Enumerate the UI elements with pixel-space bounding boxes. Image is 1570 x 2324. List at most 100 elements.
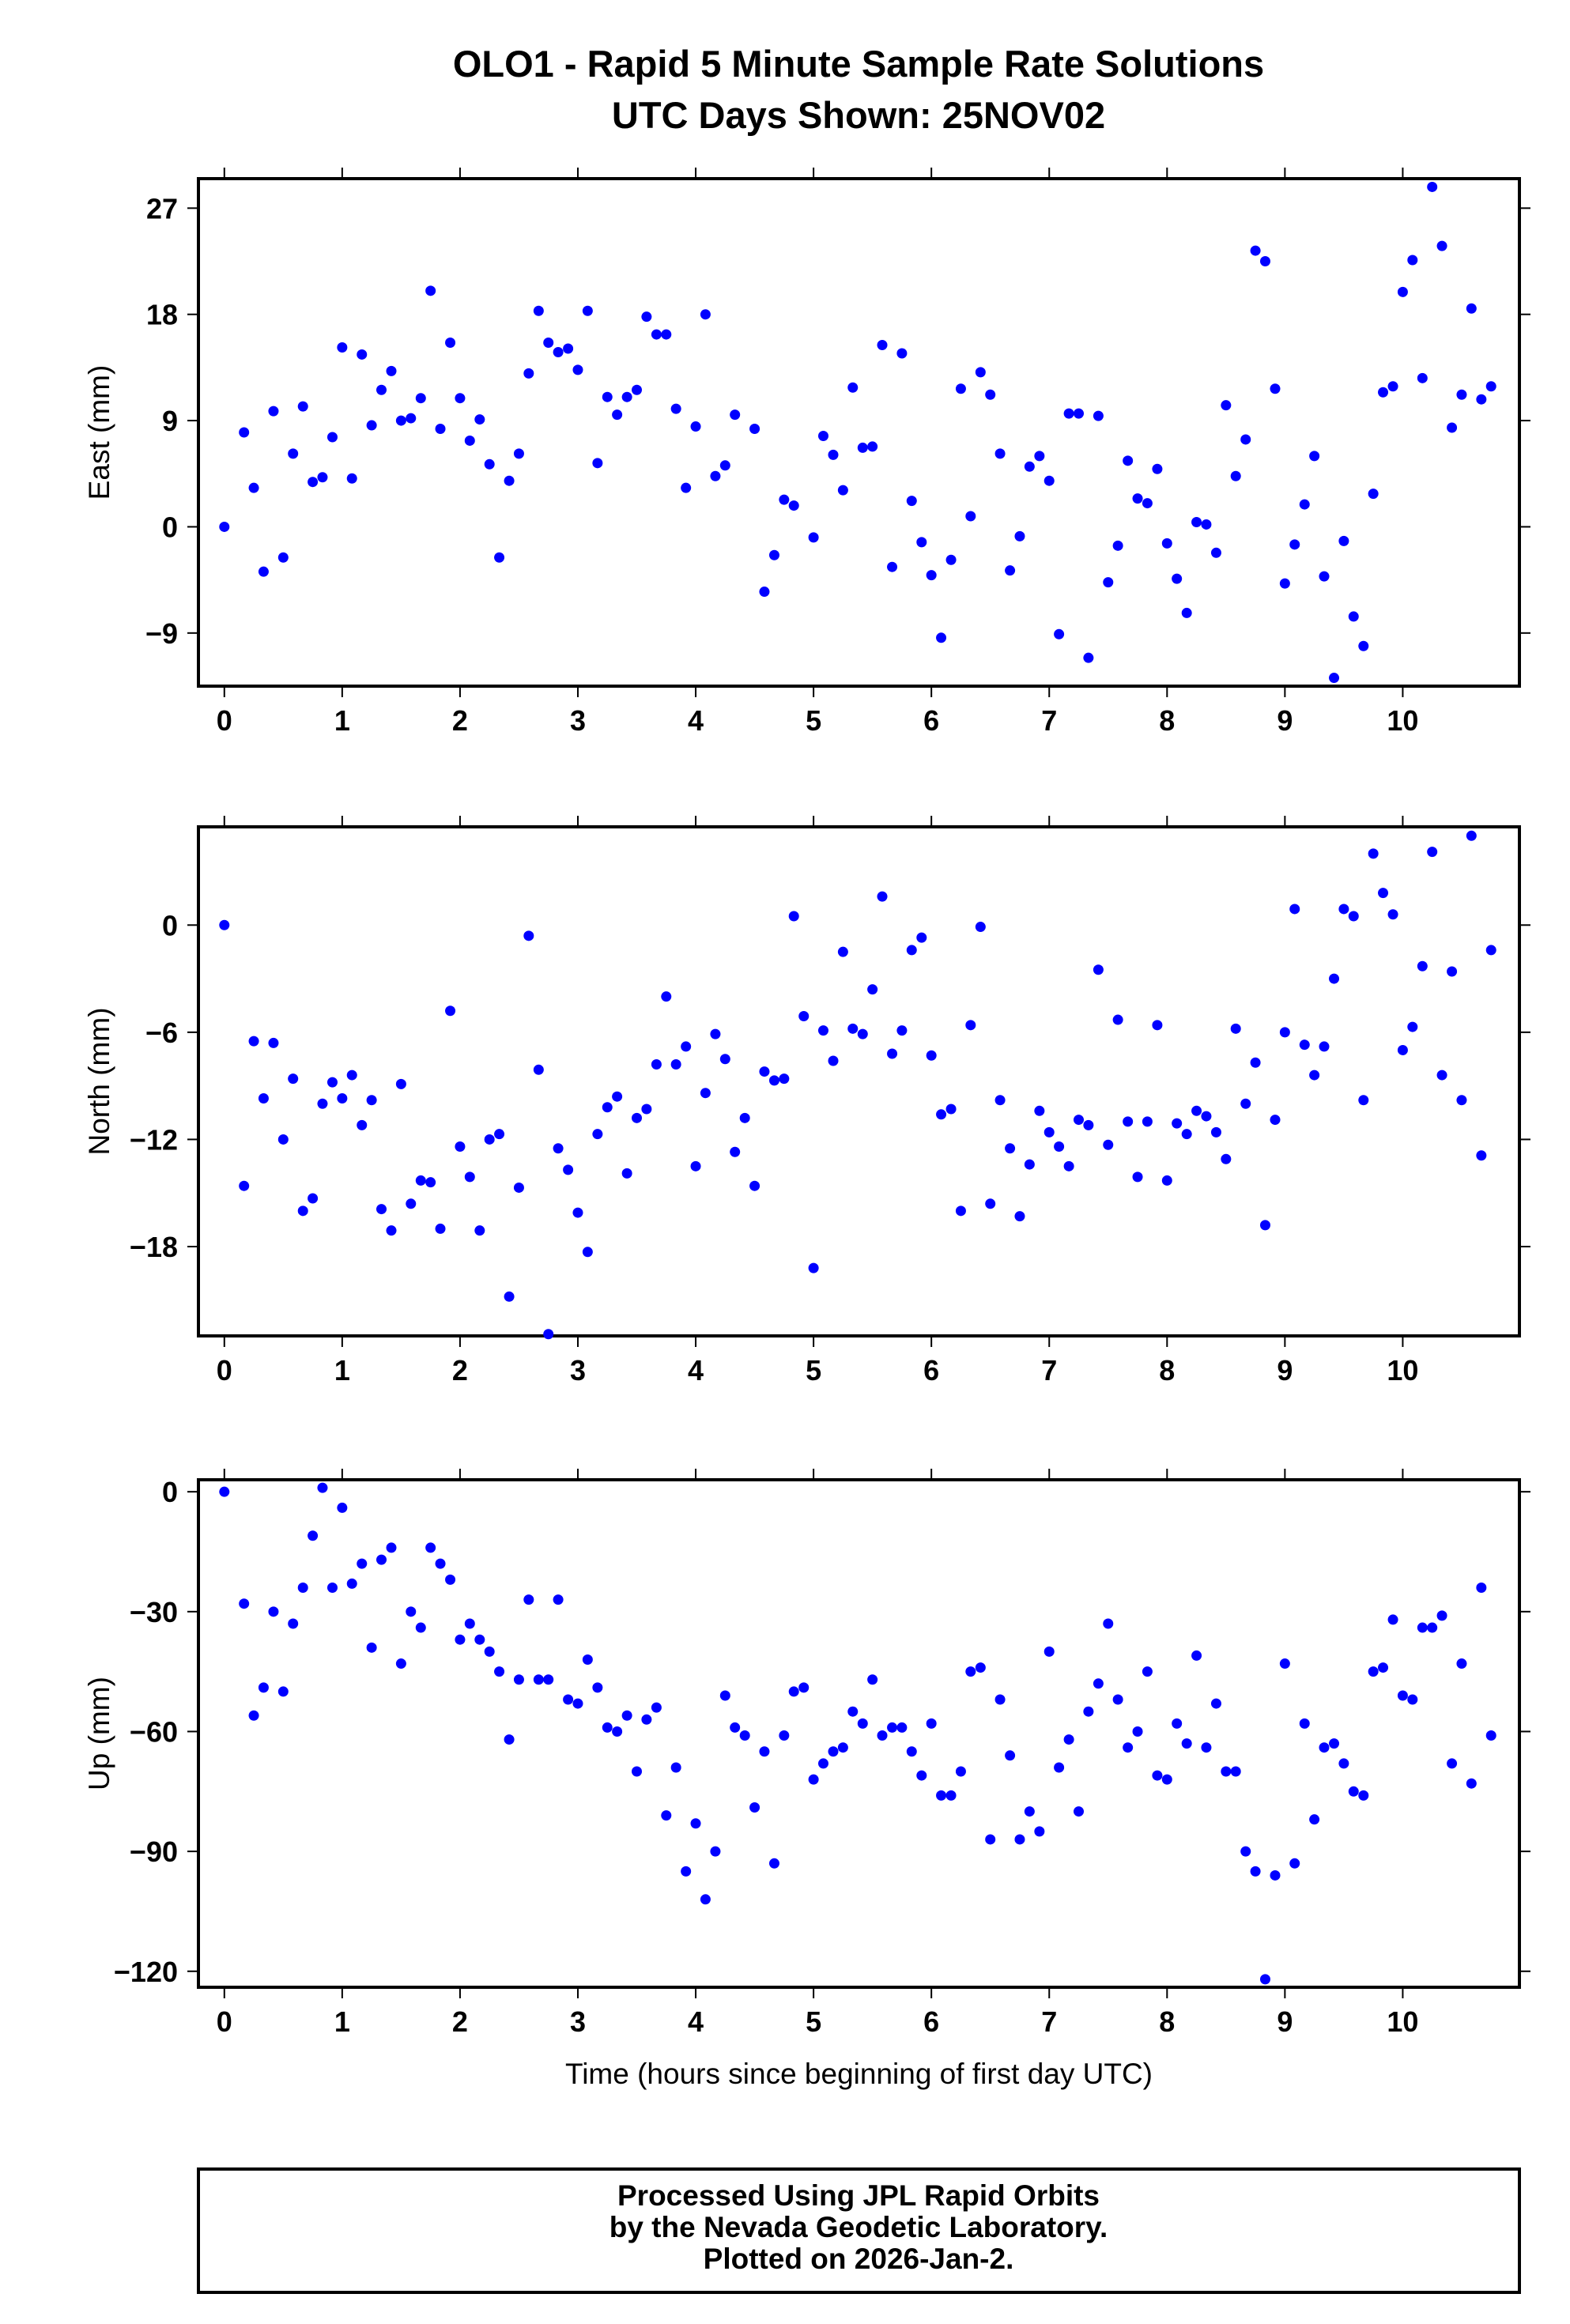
data-point (1152, 463, 1163, 474)
data-point (602, 391, 613, 402)
data-point (837, 946, 848, 957)
data-point (395, 1658, 406, 1669)
x-tick-label: 4 (688, 2005, 704, 2038)
data-point (513, 1182, 524, 1193)
data-point (523, 368, 534, 379)
x-tick-label: 1 (334, 2005, 350, 2038)
y-tick-label: 27 (146, 192, 178, 224)
data-point (1368, 848, 1379, 859)
data-point (484, 1134, 495, 1145)
data-point (1123, 455, 1134, 466)
data-point (248, 1710, 259, 1721)
data-point (1436, 240, 1447, 251)
data-point (730, 1146, 741, 1157)
data-point (1230, 470, 1241, 481)
data-point (1240, 1846, 1251, 1857)
x-tick-label: 2 (452, 1354, 468, 1386)
x-tick-label: 5 (806, 704, 821, 737)
data-point (1319, 1742, 1330, 1753)
data-point (1172, 573, 1183, 584)
data-point (1387, 381, 1398, 392)
x-tick-label: 10 (1387, 2005, 1418, 2038)
data-point (435, 1223, 446, 1234)
data-point (1112, 1694, 1123, 1705)
x-tick-label: 9 (1277, 2005, 1293, 2038)
data-point (1299, 1039, 1310, 1051)
data-point (612, 1726, 623, 1737)
data-point (817, 430, 828, 441)
x-tick-label: 2 (452, 704, 468, 737)
data-point (1466, 830, 1477, 841)
data-point (768, 1075, 779, 1086)
data-point (494, 1666, 505, 1677)
data-point (1240, 434, 1251, 445)
y-tick-label: 0 (162, 909, 178, 941)
data-point (317, 472, 328, 483)
data-point (1142, 1116, 1153, 1127)
data-point (239, 1598, 250, 1609)
x-tick-label: 0 (217, 704, 232, 737)
data-point (406, 413, 417, 424)
data-point (435, 424, 446, 435)
data-point (1466, 303, 1477, 314)
data-point (572, 364, 583, 375)
data-point (484, 1646, 495, 1657)
data-point (533, 1064, 544, 1075)
data-point (277, 552, 289, 563)
data-point (308, 477, 319, 488)
data-point (376, 1204, 387, 1215)
data-point (464, 435, 475, 446)
data-point (808, 1262, 819, 1273)
data-point (504, 1734, 515, 1745)
data-point (1142, 498, 1153, 509)
data-point (965, 1020, 976, 1031)
data-point (1289, 539, 1300, 550)
data-point (651, 1702, 662, 1713)
data-point (828, 1746, 839, 1757)
data-point (867, 984, 878, 995)
data-point (1054, 1141, 1065, 1152)
data-point (219, 1486, 230, 1497)
data-point (543, 1674, 554, 1685)
data-point (494, 552, 505, 563)
data-point (1024, 461, 1035, 472)
data-point (1172, 1718, 1183, 1729)
data-point (592, 458, 603, 469)
x-tick-label: 3 (570, 704, 586, 737)
x-tick-label: 8 (1159, 704, 1175, 737)
data-point (1250, 245, 1261, 256)
data-point (945, 554, 957, 565)
data-point (719, 1690, 730, 1701)
data-point (1083, 652, 1094, 663)
data-point (926, 1050, 937, 1061)
data-point (386, 1542, 397, 1553)
data-point (239, 1180, 250, 1191)
data-point (239, 427, 250, 438)
data-point (926, 570, 937, 581)
y-tick-label: 9 (162, 405, 178, 437)
data-point (1044, 475, 1055, 486)
data-point (1427, 1622, 1438, 1633)
data-point (877, 1730, 888, 1741)
data-point (268, 1037, 279, 1048)
data-point (632, 1112, 643, 1123)
data-point (484, 458, 495, 470)
data-point (376, 1554, 387, 1565)
data-point (857, 1718, 868, 1729)
data-point (277, 1686, 289, 1697)
data-point (445, 1574, 456, 1585)
x-tick-label: 3 (570, 1354, 586, 1386)
data-point (641, 1104, 652, 1115)
data-point (1103, 577, 1114, 588)
data-point (406, 1606, 417, 1617)
data-point (700, 1088, 711, 1099)
data-point (828, 1055, 839, 1066)
data-point (504, 1291, 515, 1302)
x-tick-label: 10 (1387, 1354, 1418, 1386)
data-point (955, 383, 966, 394)
y-tick-label: −120 (114, 1956, 178, 1988)
data-point (867, 441, 878, 452)
data-point (592, 1129, 603, 1140)
data-point (366, 1095, 377, 1106)
data-point (739, 1112, 750, 1123)
